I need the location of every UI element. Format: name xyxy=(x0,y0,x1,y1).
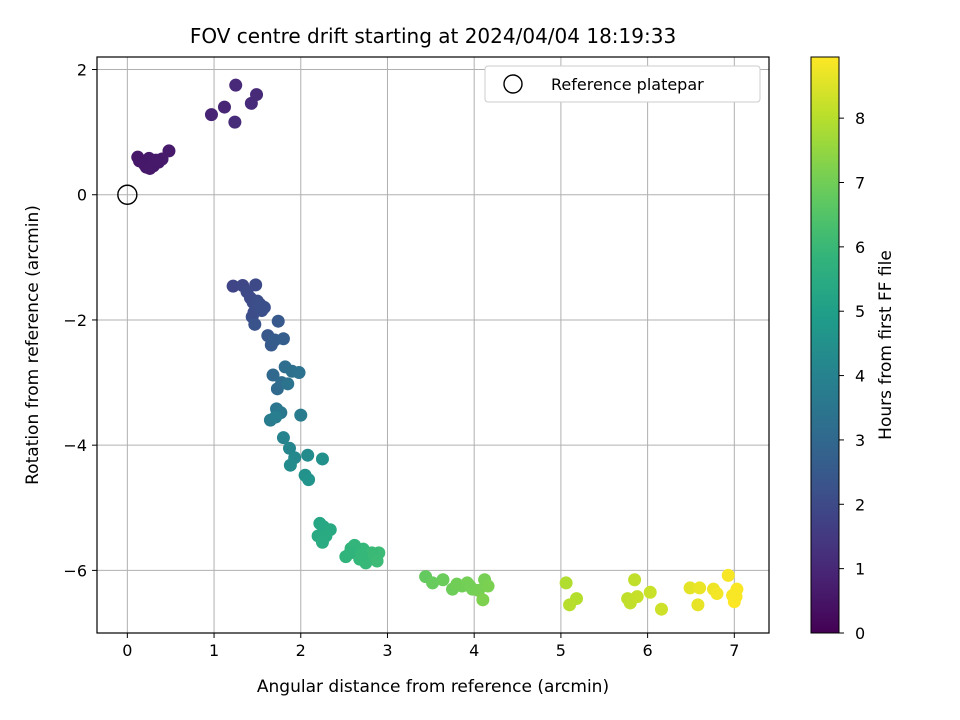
x-tick-label: 1 xyxy=(209,641,219,660)
y-tick-label: −6 xyxy=(63,561,87,580)
data-point xyxy=(226,279,240,293)
y-tick-label: 0 xyxy=(77,186,87,205)
data-point xyxy=(628,573,642,587)
data-point xyxy=(354,548,368,562)
data-point xyxy=(248,317,262,331)
legend-marker-icon xyxy=(503,74,523,94)
colorbar-tick-label: 6 xyxy=(855,238,865,257)
x-tick-label: 4 xyxy=(469,641,479,660)
data-point xyxy=(683,581,697,595)
colorbar-tick-label: 0 xyxy=(855,624,865,643)
y-tick-label: 2 xyxy=(77,61,87,80)
y-axis-label: Rotation from reference (arcmin) xyxy=(23,205,43,485)
y-tick-label: −4 xyxy=(63,436,87,455)
x-axis-label: Angular distance from reference (arcmin) xyxy=(257,677,609,697)
scatter-points xyxy=(131,78,744,616)
data-point xyxy=(266,368,280,382)
data-point xyxy=(693,581,707,595)
data-point xyxy=(255,304,269,318)
reference-platepar-marker xyxy=(117,184,138,205)
data-point xyxy=(276,431,290,445)
colorbar-label: Hours from first FF file xyxy=(876,250,896,440)
reference-marker xyxy=(117,184,138,205)
colorbar-ticks: 0 1 2 3 4 5 6 7 8 xyxy=(839,109,865,643)
colorbar-tick-label: 1 xyxy=(855,560,865,579)
data-point xyxy=(229,78,243,92)
data-point xyxy=(315,452,329,466)
data-point xyxy=(563,598,577,612)
x-tick-label: 2 xyxy=(296,641,306,660)
data-point xyxy=(228,115,242,129)
grid-lines xyxy=(97,57,769,633)
colorbar-tick-label: 2 xyxy=(855,495,865,514)
data-point xyxy=(302,473,316,487)
data-point xyxy=(481,579,495,593)
x-tick-label: 7 xyxy=(729,641,739,660)
x-tick-label: 6 xyxy=(643,641,653,660)
data-point xyxy=(294,408,308,422)
data-point xyxy=(281,377,295,391)
legend-entry: Reference platepar xyxy=(551,75,704,94)
colorbar-tick-label: 8 xyxy=(855,109,865,128)
x-tick-label: 3 xyxy=(382,641,392,660)
data-point xyxy=(729,590,743,604)
colorbar-tick-label: 7 xyxy=(855,173,865,192)
data-point xyxy=(559,576,573,590)
colorbar-gradient xyxy=(810,56,840,634)
colorbar-tick-label: 3 xyxy=(855,431,865,450)
data-point xyxy=(315,535,329,549)
data-point xyxy=(691,598,705,612)
data-point xyxy=(217,100,231,114)
data-point xyxy=(204,108,218,122)
colorbar-tick-label: 5 xyxy=(855,302,865,321)
plot-frame xyxy=(96,56,770,634)
legend-box xyxy=(484,65,761,103)
data-point xyxy=(162,144,176,158)
data-point xyxy=(643,585,657,599)
data-point xyxy=(343,546,357,560)
data-point xyxy=(710,587,724,601)
data-point xyxy=(150,153,164,167)
data-point xyxy=(283,458,297,472)
y-axis-ticks: −6 −4 −2 0 2 xyxy=(63,61,97,580)
data-point xyxy=(301,448,315,462)
colorbar: 0 1 2 3 4 5 6 7 8 Hours from first FF file xyxy=(810,56,896,643)
legend: Reference platepar xyxy=(484,65,761,103)
data-point xyxy=(250,88,264,102)
data-point xyxy=(436,573,450,587)
colorbar-tick-label: 4 xyxy=(855,367,865,386)
data-point xyxy=(271,314,285,328)
data-point xyxy=(476,593,490,607)
data-point xyxy=(249,278,263,292)
data-point xyxy=(721,568,735,582)
data-point xyxy=(370,554,384,568)
data-point xyxy=(269,410,283,424)
data-point xyxy=(426,576,440,590)
x-tick-label: 5 xyxy=(556,641,566,660)
y-tick-label: −2 xyxy=(63,311,87,330)
x-axis-ticks: 0 1 2 3 4 5 6 7 xyxy=(122,633,739,660)
data-point xyxy=(292,366,306,380)
data-point xyxy=(630,590,644,604)
data-point xyxy=(654,602,668,616)
data-point xyxy=(463,579,477,593)
chart-title: FOV centre drift starting at 2024/04/04 … xyxy=(190,24,676,48)
x-tick-label: 0 xyxy=(122,641,132,660)
data-point xyxy=(276,332,290,346)
